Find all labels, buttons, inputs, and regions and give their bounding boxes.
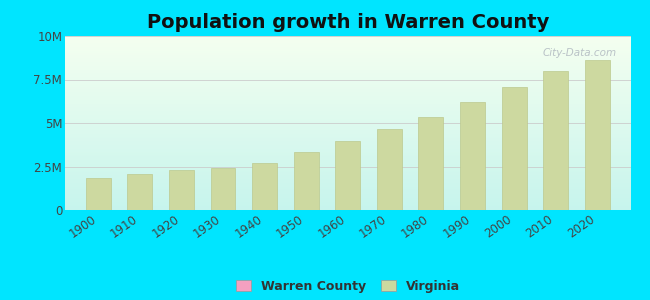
Bar (252, 164, 277, 210)
Bar (335, 141, 360, 210)
Bar (294, 152, 318, 210)
Bar (502, 87, 526, 210)
Bar (377, 129, 402, 210)
Legend: Warren County, Virginia: Warren County, Virginia (231, 275, 465, 298)
Bar (211, 168, 235, 210)
Text: City-Data.com: City-Data.com (542, 48, 616, 58)
Title: Population growth in Warren County: Population growth in Warren County (146, 13, 549, 32)
Bar (419, 117, 443, 210)
Bar (460, 102, 485, 210)
Bar (543, 71, 568, 210)
Bar (86, 178, 110, 210)
Bar (127, 174, 152, 210)
Bar (169, 170, 194, 210)
Bar (585, 60, 610, 210)
